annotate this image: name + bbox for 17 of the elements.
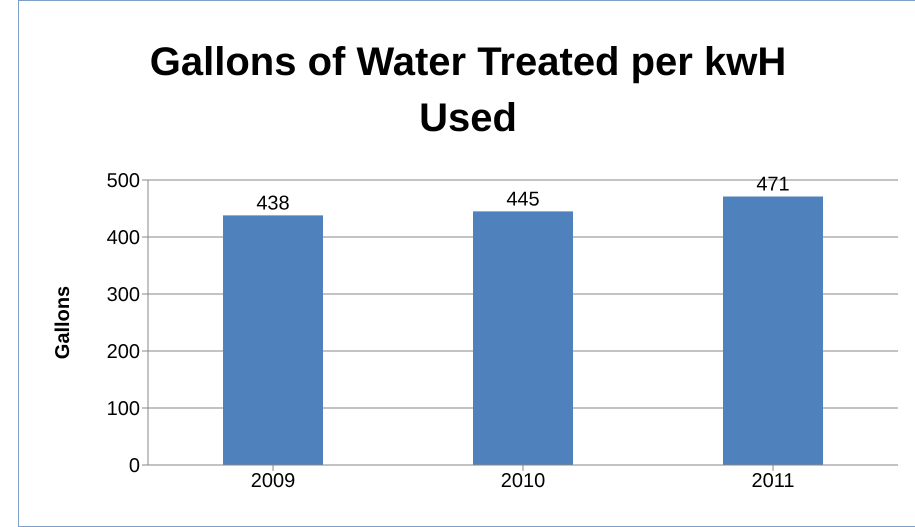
x-tick-label: 2009 — [250, 470, 296, 492]
data-label: 445 — [506, 188, 540, 210]
data-label: 438 — [256, 192, 290, 214]
y-tick-label: 400 — [106, 227, 140, 250]
y-tick-label: 500 — [106, 170, 140, 192]
y-tick-label: 200 — [106, 341, 140, 364]
bar — [723, 196, 823, 465]
x-tick-label: 2011 — [751, 470, 795, 492]
data-label: 471 — [756, 174, 790, 196]
y-tick-label: 300 — [106, 284, 140, 306]
bar — [473, 211, 573, 465]
y-tick-label: 0 — [128, 455, 140, 478]
y-tick-label: 100 — [106, 398, 140, 420]
y-axis-title: Gallons — [52, 286, 74, 360]
x-tick-label: 2010 — [500, 470, 546, 492]
bar — [223, 215, 323, 465]
chart-title: Gallons of Water Treated per kwH Used — [148, 39, 788, 142]
